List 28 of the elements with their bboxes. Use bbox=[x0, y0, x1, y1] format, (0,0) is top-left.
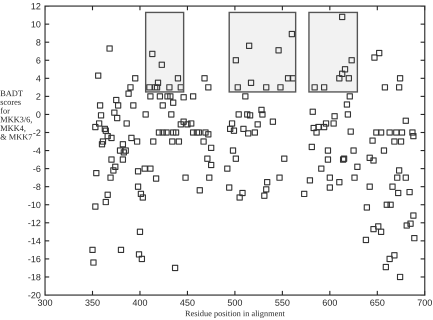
x-tick-label: 650 bbox=[370, 299, 384, 306]
x-axis-title: Residue position in alignment bbox=[185, 310, 285, 318]
x-tick-label: 450 bbox=[180, 299, 195, 306]
y-tick-label: -8 bbox=[33, 184, 40, 190]
y-tick-label: -4 bbox=[33, 148, 41, 154]
x-tick-label: 500 bbox=[228, 299, 242, 306]
y-tick-label: 0 bbox=[36, 111, 41, 118]
y-tick-label: -14 bbox=[28, 238, 41, 244]
x-tick-label: 300 bbox=[38, 299, 52, 306]
y-tick-label: 8 bbox=[36, 39, 40, 46]
y-tick-label: 12 bbox=[32, 3, 40, 10]
y-tick-label: 10 bbox=[32, 21, 41, 28]
y-tick-label: -12 bbox=[28, 220, 40, 226]
y-tick-label: -16 bbox=[28, 256, 40, 262]
x-tick-label: 700 bbox=[418, 299, 432, 306]
x-tick-label: 400 bbox=[132, 299, 148, 306]
y-tick-label: -10 bbox=[28, 202, 41, 208]
y-tick-label: 4 bbox=[36, 75, 41, 82]
y-tick-label: -2 bbox=[33, 129, 40, 136]
x-tick-label: 600 bbox=[322, 299, 338, 306]
x-tick-label: 350 bbox=[85, 299, 100, 306]
y-axis-title: BADT scores for MKK3/6, MKK4, & MKK7 bbox=[0, 90, 32, 140]
x-tick-label: 550 bbox=[275, 299, 290, 306]
y-tick-label: 2 bbox=[36, 93, 40, 100]
y-tick-label: -6 bbox=[33, 166, 40, 172]
y-tick-label: 6 bbox=[36, 57, 40, 64]
y-tick-label: -18 bbox=[28, 274, 40, 280]
y-tick-label: -20 bbox=[28, 292, 41, 298]
